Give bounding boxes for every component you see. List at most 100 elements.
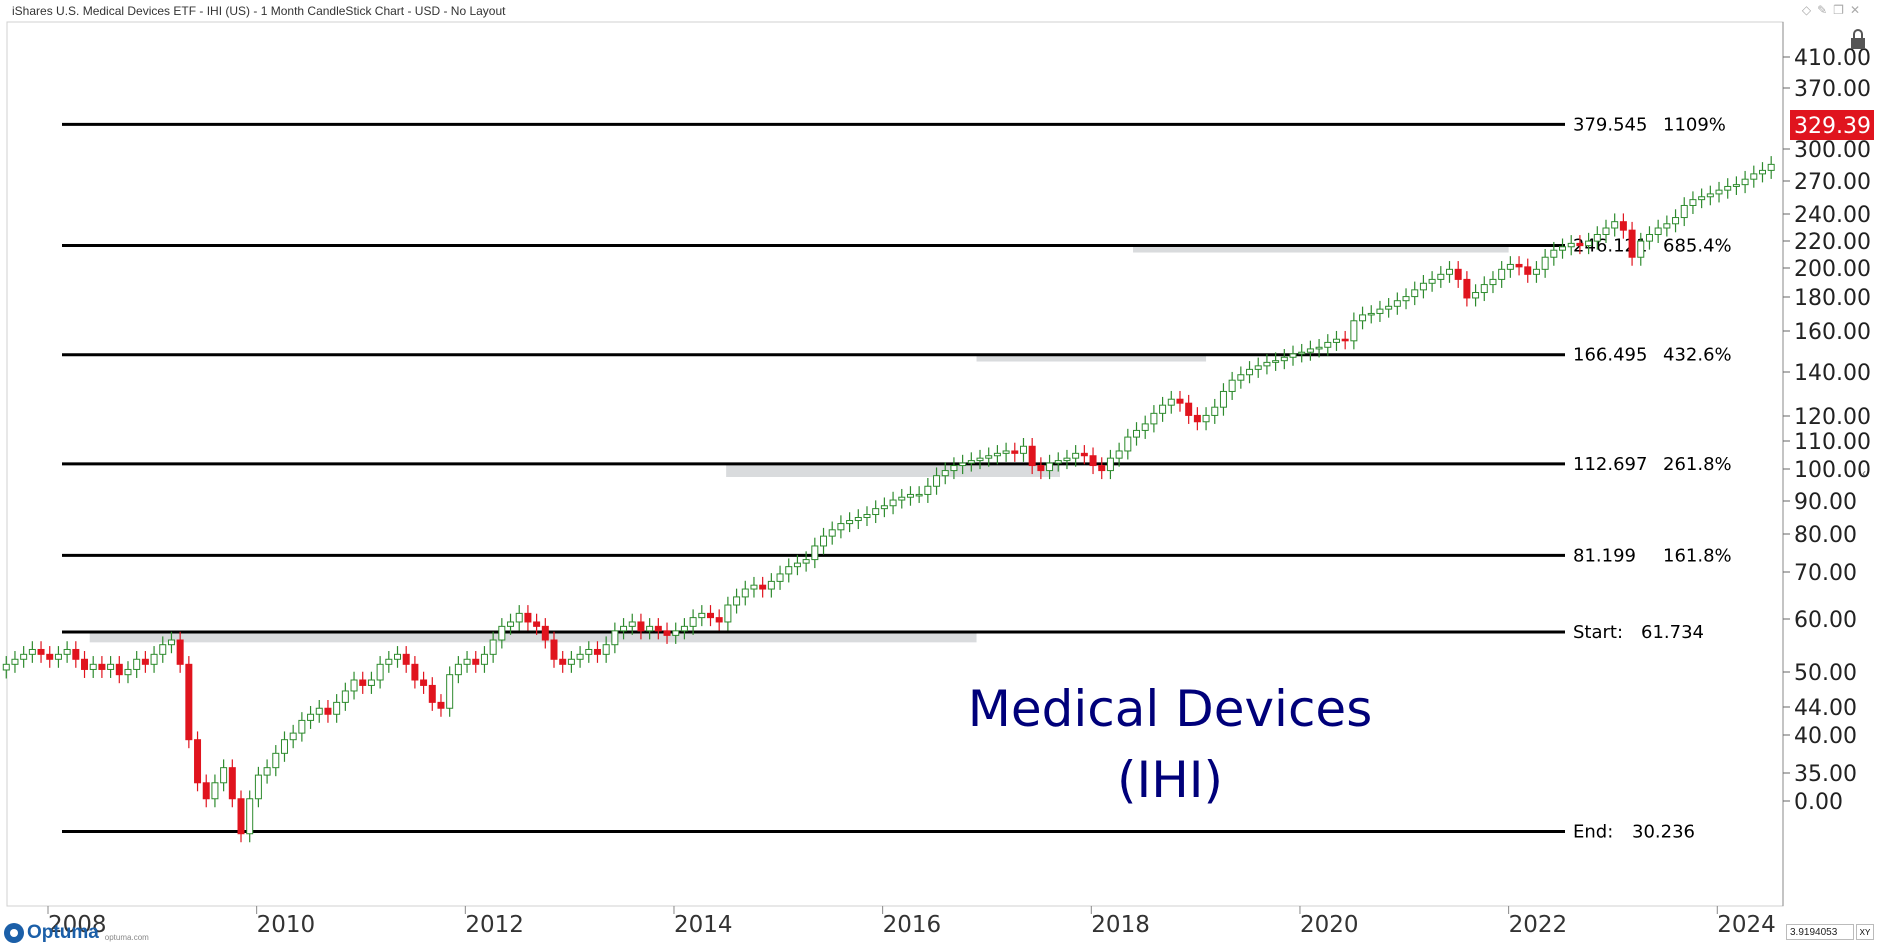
y-tick-label: 120.00 bbox=[1794, 405, 1871, 430]
candle-body bbox=[176, 639, 184, 665]
candle-body bbox=[63, 648, 71, 655]
y-tick-label: 90.00 bbox=[1794, 490, 1857, 515]
candle-body bbox=[272, 752, 280, 769]
candle-body bbox=[150, 653, 158, 665]
candle-body bbox=[54, 653, 62, 660]
level-price-label: 81.199 bbox=[1573, 545, 1636, 566]
window-controls[interactable]: ◇✎❐✕ bbox=[1802, 3, 1866, 17]
y-tick-label: 270.00 bbox=[1794, 170, 1871, 195]
candle-body bbox=[1724, 185, 1732, 191]
candle-body bbox=[620, 625, 628, 632]
logo-subtext: optuma.com bbox=[104, 932, 149, 942]
candle-body bbox=[81, 658, 89, 670]
candle-body bbox=[924, 485, 932, 495]
x-tick-label: 2016 bbox=[883, 912, 942, 938]
candle-body bbox=[1237, 374, 1245, 381]
candle-body bbox=[1011, 450, 1019, 454]
candle-body bbox=[472, 658, 480, 665]
candle-body bbox=[750, 584, 758, 590]
candle-body bbox=[1463, 278, 1471, 299]
zone-band bbox=[726, 463, 1061, 478]
lock-icon[interactable] bbox=[1848, 28, 1868, 50]
candle-body bbox=[698, 612, 706, 619]
candle-body bbox=[367, 679, 375, 686]
candle-body bbox=[1454, 268, 1462, 280]
candle-body bbox=[280, 739, 288, 754]
candle-body bbox=[1585, 240, 1593, 247]
candle-body bbox=[1532, 268, 1540, 275]
xy-button[interactable]: XY bbox=[1856, 924, 1874, 940]
candle-body bbox=[967, 460, 975, 464]
y-tick-label: 200.00 bbox=[1794, 257, 1871, 282]
candle-body bbox=[593, 648, 601, 655]
level-percent-label: 161.8% bbox=[1663, 545, 1732, 566]
candle-body bbox=[159, 644, 167, 655]
candle-body bbox=[454, 663, 462, 676]
candle-body bbox=[985, 455, 993, 459]
close-icon[interactable]: ✕ bbox=[1849, 3, 1866, 17]
candle-body bbox=[541, 625, 549, 641]
candle-body bbox=[802, 559, 810, 564]
x-tick-label: 2008 bbox=[48, 912, 107, 938]
candle-body bbox=[1628, 229, 1636, 258]
candle-body bbox=[420, 679, 428, 686]
y-tick-label: 220.00 bbox=[1794, 230, 1871, 255]
candle-body bbox=[1385, 305, 1393, 310]
candle-body bbox=[950, 465, 958, 472]
candle-body bbox=[663, 630, 671, 636]
y-tick-label: 370.00 bbox=[1794, 77, 1871, 102]
y-tick-label: 160.00 bbox=[1794, 320, 1871, 345]
candle-body bbox=[1437, 273, 1445, 280]
candle-body bbox=[1159, 404, 1167, 414]
candle-body bbox=[89, 663, 97, 670]
candle-body bbox=[759, 584, 767, 590]
x-tick-label: 2012 bbox=[465, 912, 524, 938]
candle-body bbox=[1246, 368, 1254, 376]
candle-body bbox=[1367, 312, 1375, 316]
candle-body bbox=[1524, 266, 1532, 275]
y-tick-label: 110.00 bbox=[1794, 430, 1871, 455]
pin-icon[interactable]: ✎ bbox=[1817, 3, 1834, 17]
candle-body bbox=[1393, 300, 1401, 307]
candle-body bbox=[341, 690, 349, 703]
candle-body bbox=[376, 663, 384, 681]
candle-body bbox=[1341, 338, 1349, 342]
candle-body bbox=[1106, 457, 1114, 472]
candle-body bbox=[1089, 455, 1097, 467]
zone-band bbox=[1133, 245, 1509, 253]
candle-body bbox=[576, 653, 584, 660]
y-tick-label: 44.00 bbox=[1794, 696, 1857, 721]
candle-body bbox=[98, 663, 106, 670]
candle-body bbox=[194, 739, 202, 784]
candle-body bbox=[611, 630, 619, 646]
y-axis-ticks: 410.00 370.00 300.00 270.00 240.00220.00200.… bbox=[1783, 46, 1871, 815]
candle-body bbox=[1689, 199, 1697, 206]
candle-body bbox=[1732, 184, 1740, 187]
candle-body bbox=[1002, 450, 1010, 454]
diamond-icon[interactable]: ◇ bbox=[1801, 3, 1818, 17]
candle-body bbox=[324, 707, 332, 715]
collapse-arrow-icon[interactable]: ‹ bbox=[1862, 466, 1866, 480]
candle-body bbox=[672, 630, 680, 636]
level-percent-label: 685.4% bbox=[1663, 235, 1732, 256]
candle-body bbox=[1515, 263, 1523, 268]
zoom-value-field[interactable]: 3.9194053 bbox=[1786, 924, 1854, 940]
candle-body bbox=[107, 663, 115, 670]
chart-title: Medical Devices bbox=[968, 680, 1373, 738]
candle-body bbox=[1272, 360, 1280, 363]
restore-icon[interactable]: ❐ bbox=[1833, 3, 1850, 17]
candle-body bbox=[1080, 452, 1088, 457]
level-percent-label: 261.8% bbox=[1663, 454, 1732, 475]
candles-layer bbox=[2, 156, 1775, 843]
candle-body bbox=[1141, 423, 1149, 431]
candle-body bbox=[863, 514, 871, 519]
logo-text: Optuma bbox=[27, 922, 99, 943]
last-price-bg bbox=[1790, 110, 1874, 140]
y-tick-label: 80.00 bbox=[1794, 523, 1857, 548]
y-tick-label: 100.00 bbox=[1794, 458, 1871, 483]
candle-body bbox=[533, 621, 541, 627]
candle-body bbox=[1654, 227, 1662, 235]
candle-body bbox=[1550, 249, 1558, 258]
candle-body bbox=[628, 621, 636, 627]
